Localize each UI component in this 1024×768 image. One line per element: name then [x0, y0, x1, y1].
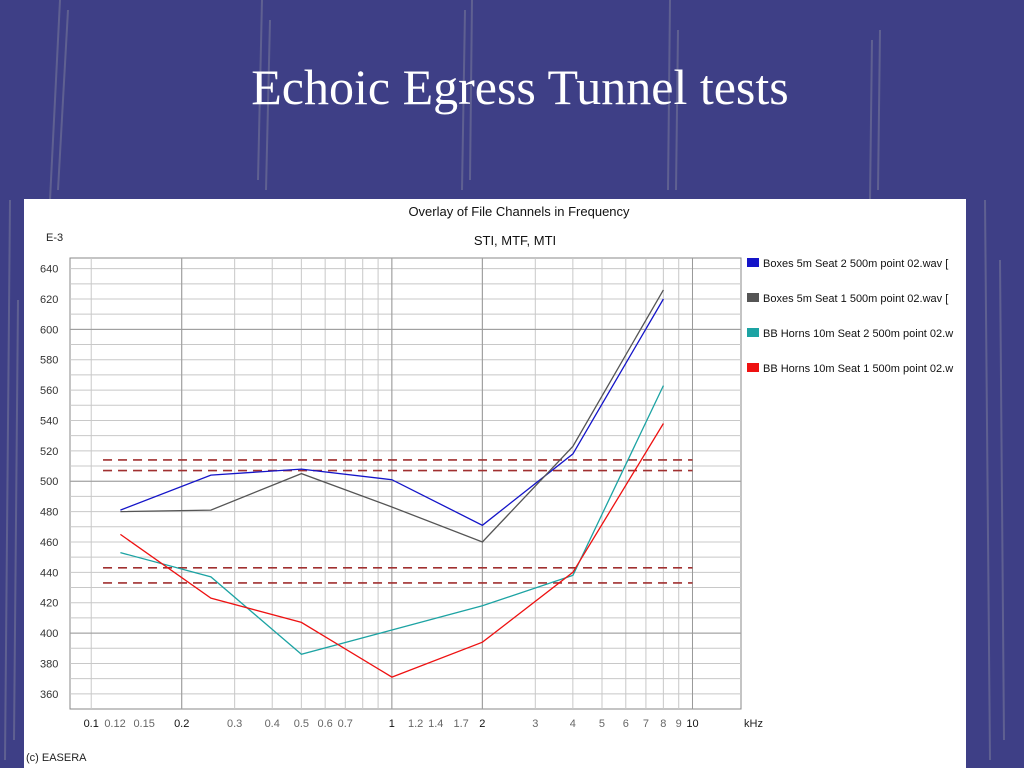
- x-tick-label: 1.7: [453, 718, 468, 730]
- x-tick-label: 8: [660, 718, 666, 730]
- y-tick-label: 500: [40, 476, 58, 488]
- x-tick-label: 0.1: [84, 718, 99, 730]
- y-tick-label: 640: [40, 264, 58, 276]
- y-tick-label: 380: [40, 658, 58, 670]
- plot-area: [69, 257, 742, 710]
- legend-swatch: [747, 328, 759, 337]
- y-tick-label: 540: [40, 415, 58, 427]
- x-tick-label: 0.12: [104, 718, 125, 730]
- frequency-chart: 360 380 400 420 440 460 480 500 520 540 560 580 600 6…: [26, 204, 953, 764]
- legend-label: Boxes 5m Seat 1 500m point 02.wav [: [763, 293, 948, 305]
- x-tick-label: 5: [599, 718, 605, 730]
- x-tick-label: 10: [686, 718, 698, 730]
- y-exponent-label: E-3: [46, 232, 63, 244]
- x-tick-label: 0.3: [227, 718, 242, 730]
- series-line: [120, 385, 664, 656]
- legend-swatch: [747, 293, 759, 302]
- x-tick-label: 0.2: [174, 718, 189, 730]
- x-tick-label: 4: [570, 718, 576, 730]
- x-tick-label: 2: [479, 718, 485, 730]
- y-tick-label: 440: [40, 567, 58, 579]
- x-tick-label: 0.6: [318, 718, 333, 730]
- series-line: [120, 289, 664, 543]
- y-tick-label: 460: [40, 537, 58, 549]
- legend-swatch: [747, 363, 759, 372]
- y-tick-label: 480: [40, 507, 58, 519]
- slide-title: Echoic Egress Tunnel tests: [251, 59, 789, 115]
- legend-label: BB Horns 10m Seat 1 500m point 02.w: [763, 363, 953, 375]
- legend-label: BB Horns 10m Seat 2 500m point 02.w: [763, 328, 953, 340]
- x-tick-label: 3: [532, 718, 538, 730]
- series-line: [120, 298, 664, 527]
- x-tick-label: 0.5: [294, 718, 309, 730]
- y-tick-label: 520: [40, 446, 58, 458]
- y-tick-label: 360: [40, 689, 58, 701]
- y-tick-label: 600: [40, 324, 58, 336]
- x-tick-label: 9: [676, 718, 682, 730]
- y-tick-label: 400: [40, 628, 58, 640]
- y-tick-label: 620: [40, 294, 58, 306]
- chart-panel: 360 380 400 420 440 460 480 500 520 540 560 580 600 6…: [24, 199, 966, 768]
- x-tick-label: 7: [643, 718, 649, 730]
- x-tick-label: 0.4: [265, 718, 280, 730]
- x-tick-label: 1.4: [428, 718, 443, 730]
- y-tick-label: 560: [40, 385, 58, 397]
- legend-label: Boxes 5m Seat 2 500m point 02.wav [: [763, 258, 948, 270]
- y-tick-label: 420: [40, 598, 58, 610]
- footer-copyright: (c) EASERA: [26, 752, 87, 764]
- x-axis-unit-label: kHz: [744, 718, 763, 730]
- x-tick-label: 1: [389, 718, 395, 730]
- chart-title: Overlay of File Channels in Frequency: [408, 204, 630, 219]
- x-tick-label: 1.2: [408, 718, 423, 730]
- x-tick-label: 0.15: [133, 718, 154, 730]
- series-line: [120, 423, 664, 678]
- x-tick-label: 6: [623, 718, 629, 730]
- legend-swatch: [747, 258, 759, 267]
- chart-subtitle: STI, MTF, MTI: [474, 233, 556, 248]
- y-tick-label: 580: [40, 355, 58, 367]
- x-tick-label: 0.7: [338, 718, 353, 730]
